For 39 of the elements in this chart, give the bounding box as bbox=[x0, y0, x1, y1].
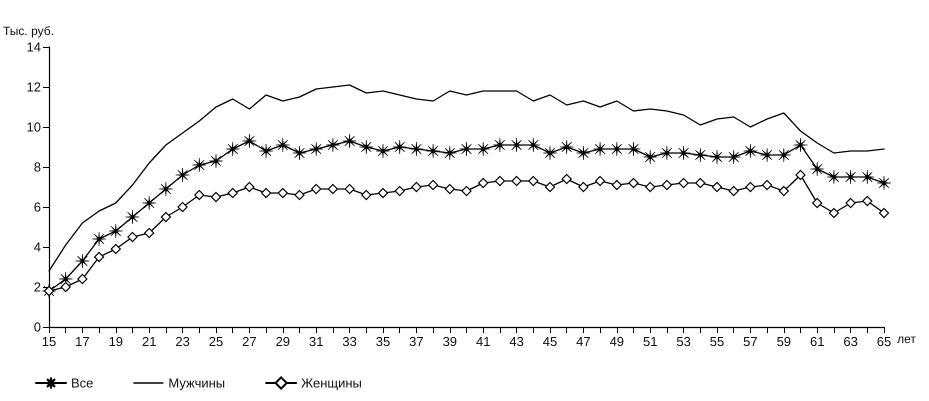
x-tick-label: 37 bbox=[409, 334, 424, 349]
x-tick-label: 47 bbox=[576, 334, 591, 349]
x-tick-label: 45 bbox=[542, 334, 558, 349]
x-axis-title: лет bbox=[897, 332, 916, 346]
x-tick-label: 19 bbox=[108, 334, 124, 349]
x-tick-label: 23 bbox=[175, 334, 190, 349]
x-tick-label: 33 bbox=[342, 334, 357, 349]
y-tick-label: 2 bbox=[34, 280, 41, 294]
y-tick-label: 12 bbox=[26, 80, 41, 94]
x-tick-label: 15 bbox=[42, 334, 56, 349]
x-tick-label: 17 bbox=[75, 334, 90, 349]
x-tick-label: 43 bbox=[509, 334, 524, 349]
x-tick-label: 63 bbox=[843, 334, 858, 349]
y-tick-label: 10 bbox=[26, 120, 41, 134]
x-tick-label: 49 bbox=[610, 334, 624, 349]
y-tick-label: 8 bbox=[34, 160, 41, 174]
y-tick-label: 4 bbox=[34, 240, 41, 254]
x-tick-label: 51 bbox=[642, 334, 658, 349]
x-tick-label: 31 bbox=[308, 334, 324, 349]
x-tick-label: 57 bbox=[743, 334, 758, 349]
x-tick-label: 27 bbox=[242, 334, 257, 349]
x-tick-label: 53 bbox=[676, 334, 691, 349]
legend-label: Женщины bbox=[301, 376, 362, 390]
x-tick-label: 25 bbox=[208, 334, 224, 349]
x-tick-label: 55 bbox=[710, 334, 724, 349]
x-tick-label: 39 bbox=[442, 334, 458, 349]
x-tick-label: 21 bbox=[142, 334, 156, 349]
x-tick-label: 65 bbox=[876, 334, 892, 349]
y-tick-label: 0 bbox=[34, 320, 41, 334]
x-tick-label: 41 bbox=[476, 334, 490, 349]
x-tick-label: 61 bbox=[810, 334, 824, 349]
y-axis-title: Тыс. руб. bbox=[3, 24, 54, 38]
x-tick-label: 35 bbox=[376, 334, 390, 349]
legend-label: Мужчины bbox=[168, 376, 226, 390]
y-tick-label: 14 bbox=[26, 40, 41, 54]
x-tick-label: 29 bbox=[276, 334, 290, 349]
x-tick-label: 59 bbox=[776, 334, 792, 349]
legend-label: Все bbox=[71, 376, 94, 390]
y-tick-label: 6 bbox=[34, 200, 41, 214]
